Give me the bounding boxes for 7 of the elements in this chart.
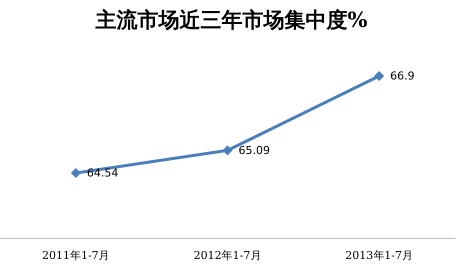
chart-title: 主流市场近三年市场集中度% [94,7,368,32]
data-label: 66.9 [390,70,415,82]
x-tick-label: 2012年1-7月 [194,249,262,262]
data-label: 65.09 [238,144,270,157]
data-label: 64.54 [86,166,118,180]
x-tick-label: 2011年1-7月 [42,249,110,262]
x-tick-label: 2013年1-7月 [345,249,414,262]
